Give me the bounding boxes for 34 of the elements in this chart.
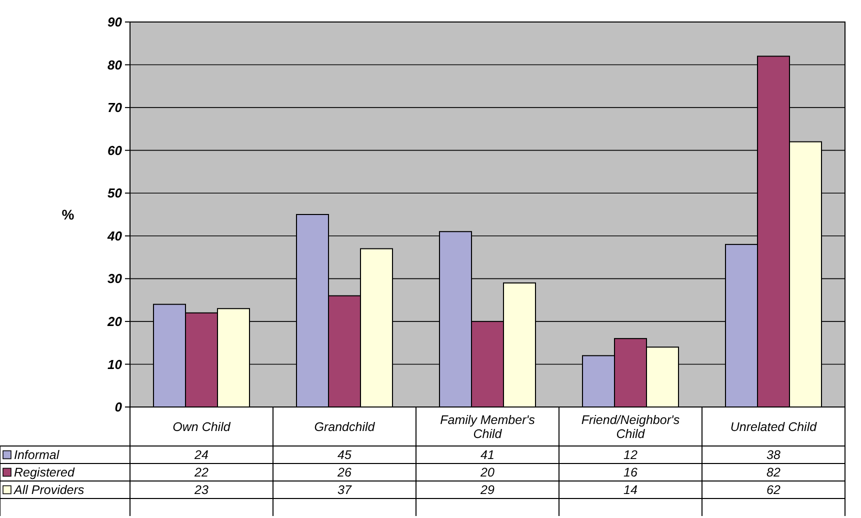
y-tick-label: 40 (106, 228, 123, 244)
data-label: 29 (480, 483, 494, 498)
y-tick-label: 10 (108, 356, 123, 372)
x-tick-label: Grandchild (314, 420, 376, 434)
y-tick-label: 60 (108, 142, 123, 158)
data-label: 45 (338, 448, 352, 462)
x-tick-label: Own Child (172, 420, 232, 434)
x-tick-label: Family Member's Child (440, 412, 535, 441)
y-axis-title: % (62, 206, 75, 222)
data-label: 24 (194, 448, 208, 462)
data-label: 26 (336, 466, 352, 480)
legend-label: Informal (14, 448, 60, 462)
data-label: 41 (480, 448, 494, 462)
data-label: 62 (766, 483, 780, 498)
y-tick-label: 30 (108, 271, 123, 286)
data-label: 20 (480, 466, 494, 480)
data-label: 16 (624, 466, 638, 480)
data-label: 37 (338, 483, 352, 498)
y-tick-label: 80 (108, 57, 123, 72)
y-tick-label: 0 (114, 400, 123, 415)
y-tick-label: 90 (108, 14, 123, 30)
data-label: 12 (624, 448, 638, 462)
legend-label: Registered (14, 466, 76, 480)
y-tick-label: 50 (108, 186, 123, 201)
data-label: 38 (766, 448, 780, 462)
y-tick-label: 70 (108, 100, 123, 116)
legend-label: All Providers (13, 483, 84, 498)
y-tick-label: 20 (106, 314, 123, 329)
x-tick-label: Friend/Neighbor's Child (581, 412, 680, 441)
x-tick-label: Unrelated Child (730, 420, 818, 434)
data-label: 82 (766, 466, 780, 480)
data-label: 14 (624, 483, 638, 498)
data-label: 22 (194, 466, 208, 480)
data-label: 23 (194, 483, 208, 498)
